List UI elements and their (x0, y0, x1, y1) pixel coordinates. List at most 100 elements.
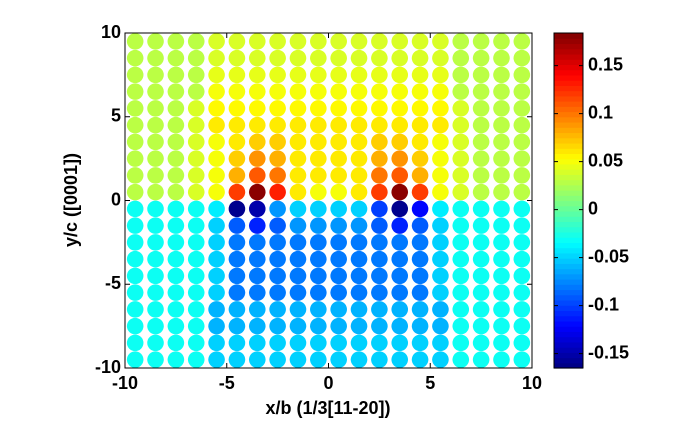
colorbar-segment (554, 169, 583, 175)
point (228, 267, 246, 285)
point (289, 351, 307, 368)
point (269, 217, 286, 234)
point (147, 200, 164, 218)
point (248, 49, 266, 67)
point (310, 317, 327, 335)
point (472, 267, 490, 285)
colorbar-segment (554, 190, 583, 196)
point (310, 334, 327, 352)
colorbar-segment (554, 341, 583, 348)
colorbar-segment (554, 258, 583, 264)
point (228, 284, 246, 301)
point (493, 33, 510, 50)
point (472, 133, 490, 151)
point (310, 150, 327, 167)
point (126, 267, 144, 285)
point (187, 284, 205, 301)
point (310, 217, 327, 234)
point (248, 183, 266, 201)
point (513, 133, 531, 151)
point (330, 133, 347, 151)
point (208, 351, 225, 368)
point (187, 183, 205, 201)
colorbar-segment (554, 315, 583, 322)
point (350, 317, 368, 335)
point (513, 317, 531, 335)
point (228, 167, 246, 184)
point (228, 100, 246, 117)
colorbar-segment (554, 59, 583, 66)
point (472, 334, 490, 352)
point (513, 100, 531, 117)
point (187, 49, 205, 67)
point (391, 284, 409, 301)
point (350, 267, 368, 285)
point (269, 200, 286, 218)
point (187, 301, 205, 318)
point (228, 200, 246, 218)
point (391, 351, 409, 368)
point (432, 33, 449, 50)
x-tick-label: 0 (323, 373, 333, 393)
plot-frame (124, 32, 533, 369)
point (269, 116, 286, 134)
point (472, 83, 490, 100)
point (310, 250, 327, 268)
point (147, 83, 164, 100)
point (147, 49, 164, 67)
point (472, 250, 490, 268)
point (371, 217, 388, 234)
point (126, 334, 144, 352)
point (228, 66, 246, 84)
point (350, 284, 368, 301)
point (411, 133, 429, 151)
point (289, 133, 307, 151)
colorbar-tick-label: 0.1 (588, 102, 613, 122)
point (432, 167, 449, 184)
point (493, 317, 510, 335)
point (126, 133, 144, 151)
point (371, 200, 388, 218)
colorbar-segment (554, 231, 583, 238)
point (187, 33, 205, 50)
point (167, 200, 185, 218)
point (208, 33, 225, 50)
point (208, 183, 225, 201)
point (452, 100, 470, 117)
point (147, 116, 164, 134)
point (248, 66, 266, 84)
point (126, 33, 144, 50)
colorbar-segment (554, 111, 583, 118)
point (391, 334, 409, 352)
colorbar-segment (554, 210, 583, 217)
point (147, 33, 164, 50)
point (493, 116, 510, 134)
colorbar-segment (554, 90, 583, 97)
point (411, 83, 429, 100)
point (228, 183, 246, 201)
point (432, 200, 449, 218)
point (310, 200, 327, 218)
point (411, 317, 429, 335)
point (269, 33, 286, 50)
point (513, 183, 531, 201)
point (371, 33, 388, 50)
point (126, 301, 144, 318)
point (330, 301, 347, 318)
point (371, 317, 388, 335)
point (248, 217, 266, 234)
point (452, 183, 470, 201)
point (472, 116, 490, 134)
point (228, 351, 246, 368)
colorbar-segment (554, 352, 583, 359)
point (228, 301, 246, 318)
point (371, 351, 388, 368)
point (411, 217, 429, 234)
point (472, 301, 490, 318)
point (310, 100, 327, 117)
point (371, 284, 388, 301)
point (330, 234, 347, 251)
y-axis-label: y/c ([0001]) (61, 153, 81, 247)
point (391, 183, 409, 201)
point (513, 83, 531, 100)
